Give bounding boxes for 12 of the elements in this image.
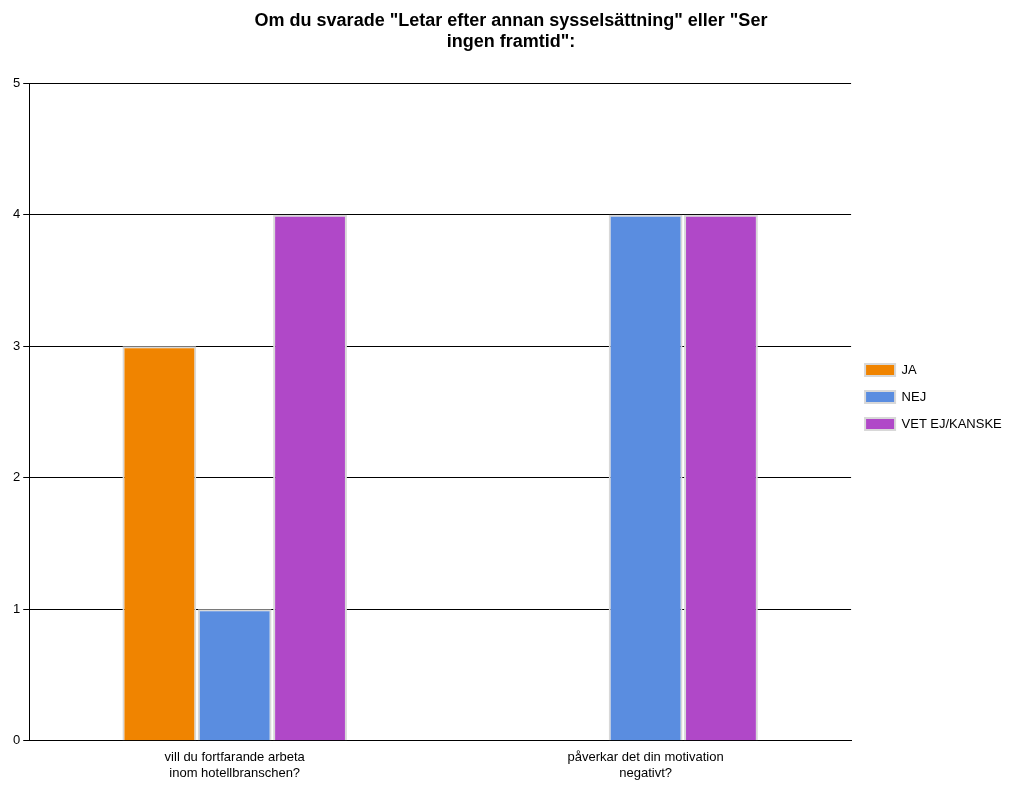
chart-title: Om du svarade "Letar efter annan sysselsättning" eller "Ser ingen framtid": [254,9,768,52]
y-tick-label: 4 [13,206,21,222]
y-tick-label: 2 [13,469,21,485]
y-tick-label: 5 [13,74,21,90]
x-tick-label: vill du fortfarande arbeta inom hotellbranschen? [164,749,306,780]
legend-label: NEJ [901,388,927,404]
y-tick-label: 0 [13,732,21,748]
y-tick-label: 3 [13,337,21,353]
legend-label: VET EJ/KANSKE [901,415,1003,431]
x-tick-label: påverkar det din motivation negativt? [567,749,724,780]
legend-label: JA [901,361,918,377]
y-tick-label: 1 [13,600,21,616]
